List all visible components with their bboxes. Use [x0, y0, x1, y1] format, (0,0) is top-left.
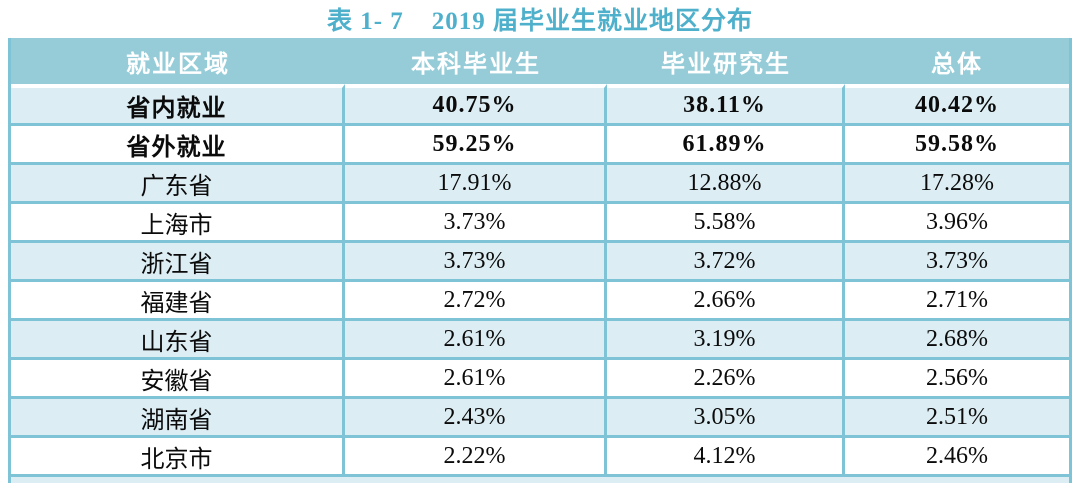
- overall-value-cell: 3.96%: [845, 201, 1069, 240]
- graduate-value-cell: 38.11%: [607, 84, 845, 123]
- column-header-undergraduate: 本科毕业生: [345, 38, 607, 84]
- region-cell: 安徽省: [11, 357, 345, 396]
- overall-value-cell: 2.46%: [845, 435, 1069, 474]
- graduate-value-cell: 2.26%: [607, 357, 845, 396]
- table-row: 省外就业 59.25% 61.89% 59.58%: [11, 123, 1069, 162]
- graduate-value-cell: 3.72%: [607, 240, 845, 279]
- region-cell: 山东省: [11, 318, 345, 357]
- table-caption: 表 1- 7 2019 届毕业生就业地区分布: [0, 0, 1080, 38]
- table-row: 福建省 2.72% 2.66% 2.71%: [11, 279, 1069, 318]
- overall-value-cell: 40.42%: [845, 84, 1069, 123]
- undergraduate-value-cell: 59.25%: [345, 123, 607, 162]
- undergraduate-value-cell: 2.61%: [345, 318, 607, 357]
- table-row: 北京市 2.22% 4.12% 2.46%: [11, 435, 1069, 474]
- table-header-row: 就业区域 本科毕业生 毕业研究生 总体: [11, 38, 1069, 84]
- overall-value-cell: 2.68%: [845, 318, 1069, 357]
- undergraduate-value-cell: 2.61%: [345, 357, 607, 396]
- employment-region-table: 就业区域 本科毕业生 毕业研究生 总体 省内就业 40.75% 38.11% 40.4…: [8, 38, 1072, 477]
- table-number-label: 表 1- 7: [326, 8, 404, 35]
- table-title: 2019 届毕业生就业地区分布: [431, 8, 754, 35]
- graduate-value-cell: 61.89%: [607, 123, 845, 162]
- column-header-graduate: 毕业研究生: [607, 38, 845, 84]
- column-header-region: 就业区域: [11, 38, 345, 84]
- region-cell: 北京市: [11, 435, 345, 474]
- overall-value-cell: 2.51%: [845, 396, 1069, 435]
- undergraduate-value-cell: 2.72%: [345, 279, 607, 318]
- undergraduate-value-cell: 3.73%: [345, 201, 607, 240]
- table-row: 省内就业 40.75% 38.11% 40.42%: [11, 84, 1069, 123]
- report-page: 表 1- 7 2019 届毕业生就业地区分布 就业区域 本科毕业生 毕业研究生 …: [0, 0, 1080, 483]
- undergraduate-value-cell: 2.43%: [345, 396, 607, 435]
- undergraduate-value-cell: 2.22%: [345, 435, 607, 474]
- overall-value-cell: 59.58%: [845, 123, 1069, 162]
- region-cell: 省内就业: [11, 84, 345, 123]
- overall-value-cell: 17.28%: [845, 162, 1069, 201]
- table-row: 广东省 17.91% 12.88% 17.28%: [11, 162, 1069, 201]
- cutoff-next-row-sliver: [8, 477, 1072, 483]
- graduate-value-cell: 4.12%: [607, 435, 845, 474]
- table-row: 湖南省 2.43% 3.05% 2.51%: [11, 396, 1069, 435]
- table-row: 山东省 2.61% 3.19% 2.68%: [11, 318, 1069, 357]
- region-cell: 湖南省: [11, 396, 345, 435]
- region-cell: 浙江省: [11, 240, 345, 279]
- column-header-overall: 总体: [845, 38, 1069, 84]
- table-row: 浙江省 3.73% 3.72% 3.73%: [11, 240, 1069, 279]
- region-cell: 广东省: [11, 162, 345, 201]
- graduate-value-cell: 3.05%: [607, 396, 845, 435]
- undergraduate-value-cell: 3.73%: [345, 240, 607, 279]
- table-row: 安徽省 2.61% 2.26% 2.56%: [11, 357, 1069, 396]
- overall-value-cell: 2.71%: [845, 279, 1069, 318]
- graduate-value-cell: 2.66%: [607, 279, 845, 318]
- region-cell: 福建省: [11, 279, 345, 318]
- region-cell: 上海市: [11, 201, 345, 240]
- graduate-value-cell: 3.19%: [607, 318, 845, 357]
- graduate-value-cell: 5.58%: [607, 201, 845, 240]
- region-cell: 省外就业: [11, 123, 345, 162]
- undergraduate-value-cell: 40.75%: [345, 84, 607, 123]
- overall-value-cell: 2.56%: [845, 357, 1069, 396]
- table-row: 上海市 3.73% 5.58% 3.96%: [11, 201, 1069, 240]
- graduate-value-cell: 12.88%: [607, 162, 845, 201]
- undergraduate-value-cell: 17.91%: [345, 162, 607, 201]
- overall-value-cell: 3.73%: [845, 240, 1069, 279]
